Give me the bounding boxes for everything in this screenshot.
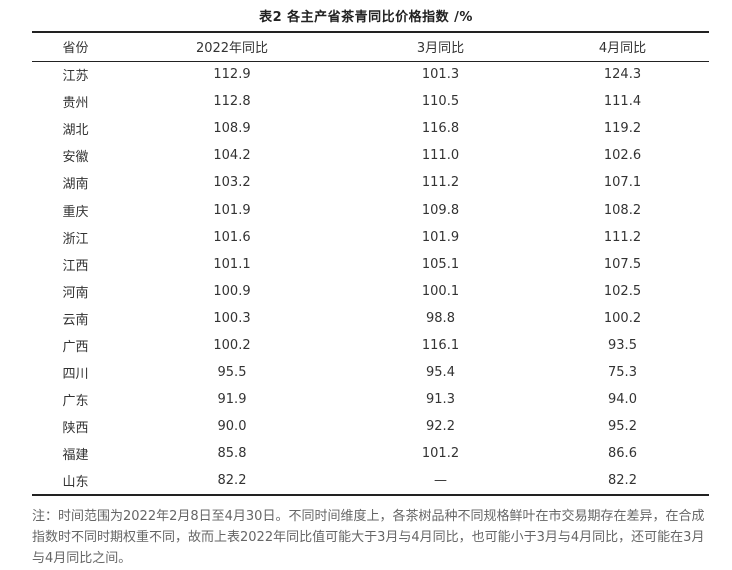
- province-cell: 江苏: [62, 69, 89, 85]
- yoy-2022-cell: 112.9: [213, 67, 251, 83]
- march-yoy-cell: 116.8: [421, 121, 460, 137]
- table-row: 云南 100.3 98.8 100.2: [32, 305, 709, 332]
- april-yoy-cell: 102.5: [603, 283, 642, 299]
- yoy-2022-cell: 101.6: [213, 229, 251, 245]
- province-cell: 江西: [62, 258, 89, 274]
- table-row: 重庆 101.9 109.8 108.2: [32, 196, 709, 223]
- march-yoy-cell: 101.9: [421, 229, 460, 245]
- yoy-2022-cell: 90.0: [217, 419, 247, 435]
- march-yoy-cell: 101.3: [421, 67, 460, 83]
- column-header-april-yoy: 4月同比: [536, 31, 709, 62]
- province-cell: 山东: [32, 467, 119, 496]
- province-cell: 四川: [62, 367, 89, 383]
- table-row: 陕西 90.0 92.2 95.2: [32, 413, 709, 440]
- province-cell: 安徽: [62, 150, 89, 166]
- april-yoy-cell: 95.2: [608, 419, 637, 435]
- march-yoy-cell: 101.2: [421, 446, 460, 462]
- table-title: 表2 各主产省茶青同比价格指数 /%: [259, 10, 473, 25]
- april-yoy-cell: 107.1: [603, 175, 642, 191]
- province-cell: 贵州: [62, 96, 89, 112]
- yoy-2022-cell: 82.2: [119, 467, 345, 496]
- column-header-march-yoy: 3月同比: [345, 31, 536, 62]
- table-footnote: 注：时间范围为2022年2月8日至4月30日。不同时间维度上，各茶树品种不同规格…: [32, 509, 705, 566]
- april-yoy-cell: 111.2: [603, 229, 642, 245]
- april-yoy-cell: 108.2: [603, 202, 642, 218]
- yoy-2022-cell: 100.3: [213, 310, 251, 326]
- march-yoy-cell: 105.1: [421, 256, 460, 272]
- yoy-2022-cell: 112.8: [213, 94, 251, 110]
- table-row: 山东 82.2—82.2: [32, 467, 709, 496]
- april-yoy-cell: 124.3: [603, 67, 642, 83]
- table-row: 河南 100.9 100.1 102.5: [32, 278, 709, 305]
- yoy-2022-cell: 101.1: [213, 256, 251, 272]
- table-row: 福建 85.8 101.2 86.6: [32, 440, 709, 467]
- table-row: 广西 100.2 116.1 93.5: [32, 332, 709, 359]
- table-row: 浙江 101.6 101.9 111.2: [32, 224, 709, 251]
- table-row: 湖北 108.9 116.8 119.2: [32, 115, 709, 142]
- march-yoy-cell: 100.1: [421, 283, 460, 299]
- province-cell: 广东: [62, 394, 89, 410]
- yoy-2022-cell: 95.5: [217, 365, 247, 381]
- table-body: 江苏 112.9 101.3 124.3 贵州 112.8 110.5 111.4 湖北 108.…: [32, 61, 709, 496]
- yoy-2022-cell: 108.9: [213, 121, 251, 137]
- table-row: 广东 91.9 91.3 94.0: [32, 386, 709, 413]
- table-header-row: 省份 2022年同比 3月同比 4月同比: [32, 31, 709, 62]
- table-row: 江西 101.1 105.1 107.5: [32, 251, 709, 278]
- march-yoy-cell: 95.4: [426, 365, 455, 381]
- province-cell: 重庆: [62, 204, 89, 220]
- march-yoy-cell: 92.2: [426, 419, 455, 435]
- april-yoy-cell: 119.2: [603, 121, 642, 137]
- march-yoy-cell: —: [345, 467, 536, 496]
- yoy-2022-cell: 101.9: [213, 202, 251, 218]
- table-row: 江苏 112.9 101.3 124.3: [32, 61, 709, 88]
- april-yoy-cell: 111.4: [603, 94, 642, 110]
- province-cell: 云南: [62, 312, 89, 328]
- april-yoy-cell: 100.2: [603, 310, 642, 326]
- april-yoy-cell: 107.5: [603, 256, 642, 272]
- column-header-2022-yoy: 2022年同比: [119, 31, 345, 62]
- march-yoy-cell: 91.3: [426, 392, 455, 408]
- province-cell: 湖北: [62, 123, 89, 139]
- province-cell: 广西: [62, 339, 89, 355]
- yoy-2022-cell: 100.9: [213, 283, 251, 299]
- province-cell: 陕西: [62, 421, 89, 437]
- april-yoy-cell: 94.0: [608, 392, 637, 408]
- march-yoy-cell: 109.8: [421, 202, 460, 218]
- province-cell: 浙江: [62, 231, 89, 247]
- yoy-2022-cell: 100.2: [213, 337, 251, 353]
- yoy-2022-cell: 91.9: [217, 392, 247, 408]
- table-row: 四川 95.5 95.4 75.3: [32, 359, 709, 386]
- yoy-2022-cell: 104.2: [213, 148, 251, 164]
- march-yoy-cell: 110.5: [421, 94, 460, 110]
- march-yoy-cell: 111.2: [421, 175, 460, 191]
- april-yoy-cell: 86.6: [608, 446, 637, 462]
- province-cell: 福建: [62, 448, 89, 464]
- april-yoy-cell: 102.6: [603, 148, 642, 164]
- column-header-province: 省份: [32, 31, 119, 62]
- march-yoy-cell: 111.0: [421, 148, 460, 164]
- price-index-table: 省份 2022年同比 3月同比 4月同比 江苏 112.9 101.3 124.3 贵州…: [32, 31, 709, 496]
- province-cell: 河南: [62, 285, 89, 301]
- march-yoy-cell: 98.8: [426, 310, 455, 326]
- province-cell: 湖南: [62, 177, 89, 193]
- yoy-2022-cell: 85.8: [217, 446, 247, 462]
- yoy-2022-cell: 103.2: [213, 175, 251, 191]
- april-yoy-cell: 82.2: [536, 467, 709, 496]
- table-row: 湖南 103.2 111.2 107.1: [32, 169, 709, 196]
- april-yoy-cell: 75.3: [608, 365, 637, 381]
- table-row: 贵州 112.8 110.5 111.4: [32, 88, 709, 115]
- march-yoy-cell: 116.1: [421, 337, 460, 353]
- april-yoy-cell: 93.5: [608, 337, 637, 353]
- table-row: 安徽 104.2 111.0 102.6: [32, 142, 709, 169]
